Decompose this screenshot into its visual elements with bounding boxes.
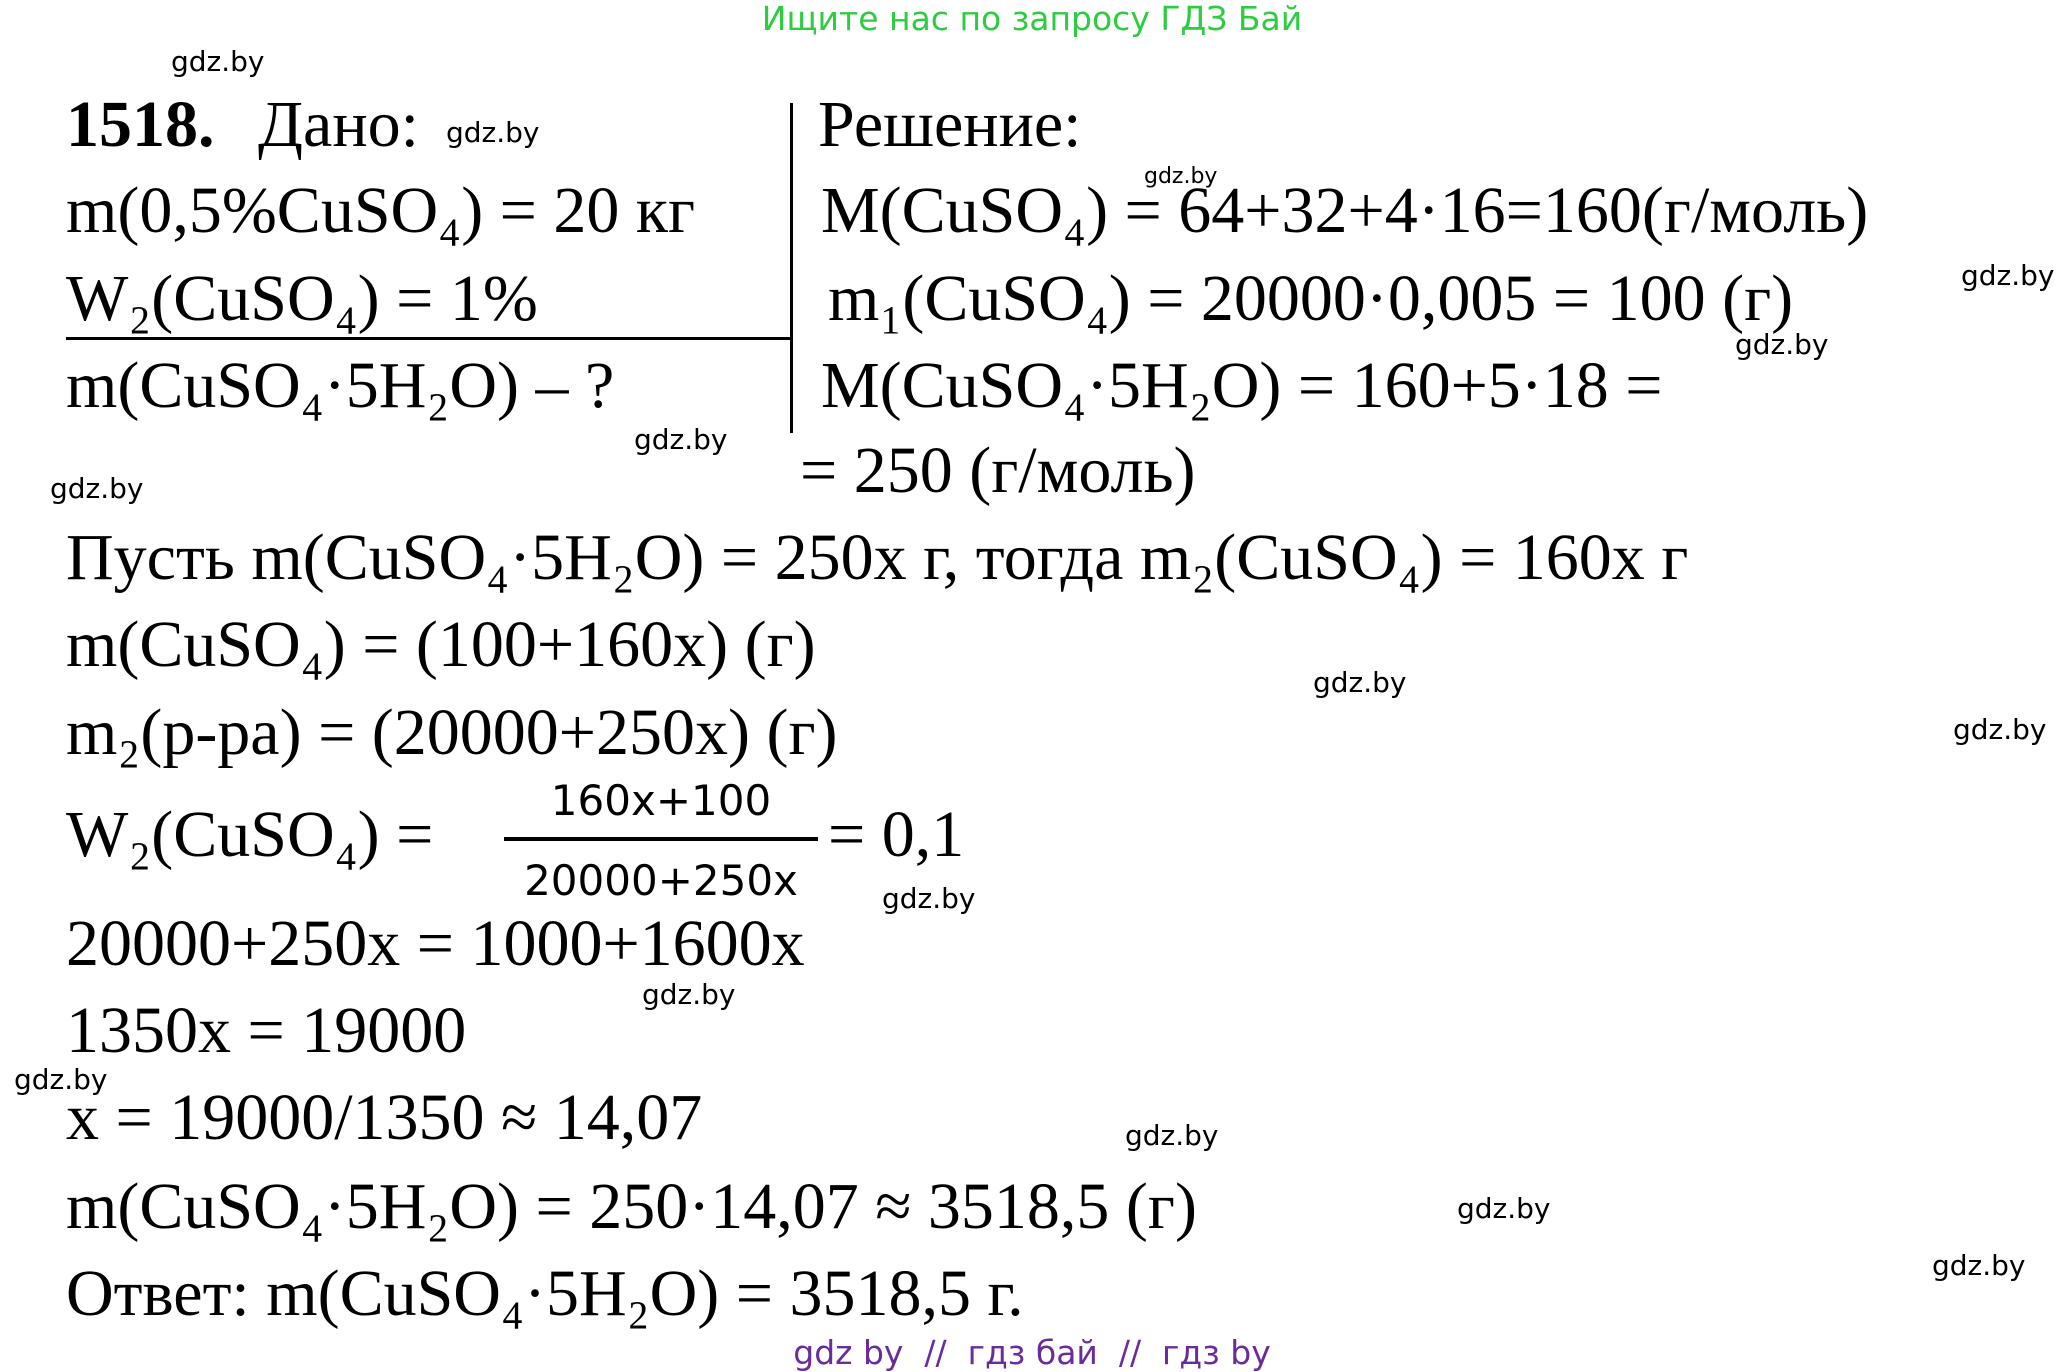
watermark: gdz.by [882, 882, 976, 915]
footer: gdz by // гдз бай // гдз by [793, 1333, 1271, 1372]
watermark: gdz.by [1953, 713, 2047, 746]
watermark: gdz.by [1932, 1249, 2026, 1282]
find-line: m(CuSO₄·5H₂O) – ? [66, 349, 615, 422]
watermark: gdz.by [1457, 1192, 1551, 1225]
fraction-bar [504, 837, 818, 841]
watermark: gdz.by [1961, 259, 2055, 292]
watermark: gdz.by [642, 978, 736, 1011]
watermark: gdz.by [14, 1063, 108, 1096]
work-line: m(CuSO₄·5H₂O) = 250·14,07 ≈ 3518,5 (г) [66, 1170, 1197, 1243]
work-line: 20000+250x = 1000+1600x [66, 907, 805, 980]
solution-line: m₁(CuSO₄) = 20000·0,005 = 100 (г) [828, 262, 1794, 335]
given-rule [66, 337, 792, 340]
work-line: 1350x = 19000 [66, 994, 467, 1067]
given-label: Дано: [258, 88, 419, 161]
watermark: gdz.by [171, 45, 265, 78]
work-line: x = 19000/1350 ≈ 14,07 [66, 1081, 703, 1154]
column-divider [790, 103, 793, 433]
watermark: gdz.by [1313, 666, 1407, 699]
watermark: gdz.by [50, 472, 144, 505]
watermark: gdz.by [1735, 328, 1829, 361]
fraction-prefix: W₂(CuSO₄) = [66, 798, 434, 871]
fraction-denominator: 20000+250x [524, 856, 798, 905]
fraction-suffix: = 0,1 [828, 798, 965, 871]
given-line: W₂(CuSO₄) = 1% [66, 262, 538, 335]
solution-line: = 250 (г/моль) [800, 434, 1196, 507]
solution-line: M(CuSO₄·5H₂O) = 160+5·18 = [821, 349, 1663, 422]
watermark: gdz.by [634, 423, 728, 456]
work-line: m₂(р-ра) = (20000+250x) (г) [66, 696, 838, 769]
solution-line: M(CuSO₄) = 64+32+4·16=160(г/моль) [821, 174, 1869, 247]
problem-number: 1518. [66, 88, 215, 161]
work-line: Ответ: m(CuSO₄·5H₂O) = 3518,5 г. [66, 1257, 1024, 1330]
banner: Ищите нас по запросу ГДЗ Бай [761, 0, 1303, 38]
fraction-numerator: 160x+100 [550, 776, 772, 825]
watermark: gdz.by [1125, 1119, 1219, 1152]
work-line: Пусть m(CuSO₄·5H₂O) = 250x г, тогда m₂(C… [66, 521, 1689, 594]
work-line: m(CuSO₄) = (100+160x) (г) [66, 608, 816, 681]
given-line: m(0,5%CuSO₄) = 20 кг [66, 174, 696, 247]
watermark: gdz.by [446, 116, 540, 149]
watermark: gdz.by [1144, 164, 1218, 189]
solution-label: Решение: [818, 88, 1082, 161]
